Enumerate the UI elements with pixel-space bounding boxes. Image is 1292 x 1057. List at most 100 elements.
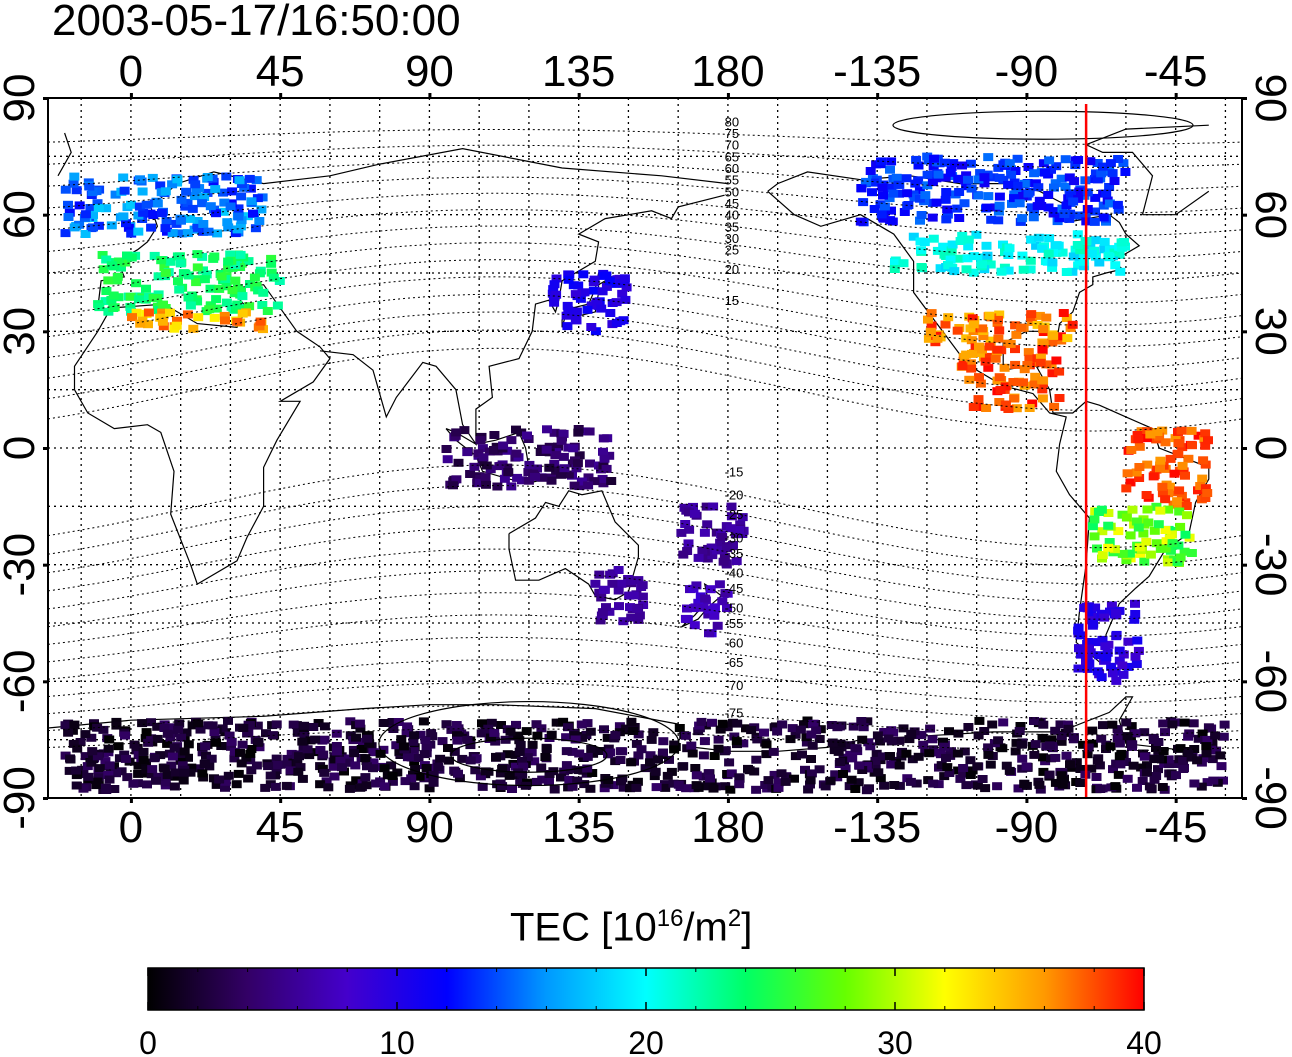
tec-cell (715, 725, 726, 734)
tec-cell (1089, 532, 1100, 541)
tec-cell (1011, 404, 1022, 413)
tec-cell (582, 752, 593, 761)
tec-cell (1041, 360, 1052, 369)
tec-cell (714, 580, 725, 589)
tec-cell (524, 460, 535, 469)
tec-cell (248, 209, 258, 218)
magnetic-latitude-label: 60 (725, 161, 739, 176)
tec-cell (1117, 549, 1128, 558)
tec-cell (578, 270, 589, 279)
colorbar-tick-label: 10 (379, 1025, 415, 1057)
tec-cell (93, 773, 104, 782)
tec-cell (1125, 531, 1136, 540)
tec-cell (983, 192, 994, 201)
tec-cell (92, 199, 103, 208)
tec-cell (571, 316, 582, 325)
tec-cell (563, 723, 573, 732)
tec-cell (1038, 753, 1048, 762)
tec-cell (943, 313, 954, 322)
tec-cell (1057, 780, 1068, 789)
tec-cell (1196, 782, 1207, 791)
tec-cell (271, 754, 282, 763)
tec-cell (400, 777, 411, 786)
frame-tick (1174, 93, 1178, 98)
tec-cell (1055, 332, 1066, 341)
tec-cell (601, 464, 612, 473)
tec-cell (530, 472, 540, 481)
tec-cell (1029, 380, 1040, 389)
tec-cell (87, 747, 98, 756)
tec-cell (1078, 257, 1089, 266)
tec-cell (915, 216, 925, 225)
tec-cell (820, 782, 831, 791)
tec-cell (966, 184, 977, 193)
tec-cell (965, 159, 976, 168)
tec-cell (245, 280, 255, 288)
tec-cell (1195, 482, 1206, 490)
tec-cell (930, 748, 941, 757)
tec-cell (1200, 460, 1211, 469)
tec-cell (716, 546, 727, 555)
tec-cell (1047, 338, 1058, 347)
tec-cell (1044, 156, 1055, 165)
frame-tick (1242, 330, 1247, 334)
tec-cell (514, 747, 525, 756)
tec-cell (1090, 193, 1101, 202)
tec-cell (351, 733, 361, 742)
tec-cell (111, 769, 121, 778)
lon-tick-label: -90 (995, 47, 1059, 96)
tec-cell (502, 463, 513, 472)
tec-cell (496, 721, 506, 729)
magnetic-contour (48, 259, 1242, 326)
tec-cell (1064, 214, 1075, 223)
tec-cell (994, 373, 1005, 382)
tec-cell (640, 764, 651, 773)
tec-cell (165, 723, 176, 732)
magnetic-latitude-label: -70 (725, 678, 744, 693)
tec-cell (1034, 780, 1045, 789)
tec-cell (141, 765, 152, 774)
tec-cell (220, 783, 230, 792)
tec-cell (71, 186, 82, 195)
tec-cell (104, 761, 115, 770)
tec-cell (1063, 724, 1074, 733)
tec-cell (691, 771, 702, 780)
tec-cell (1123, 662, 1134, 671)
lat-tick-label: -60 (1246, 650, 1292, 714)
tec-cell (606, 477, 617, 485)
tec-region-japan (547, 269, 632, 336)
tec-cell (760, 781, 771, 789)
colorbar-tick-label: 0 (139, 1025, 157, 1057)
tec-cell (773, 783, 784, 792)
tec-cell (187, 204, 198, 213)
tec-cell (529, 757, 540, 766)
tec-data-points (60, 152, 1230, 795)
tec-cell (1176, 491, 1187, 500)
tec-cell (63, 213, 74, 221)
tec-cell (983, 153, 994, 162)
tec-cell (541, 745, 552, 753)
tec-cell (691, 581, 702, 590)
frame-tick (1242, 680, 1247, 684)
tec-cell (122, 251, 132, 260)
tec-cell (499, 474, 510, 483)
tec-cell (1092, 638, 1103, 647)
tec-cell (886, 157, 897, 166)
tec-cell (961, 171, 972, 180)
tec-cell (567, 747, 578, 756)
tec-cell (1083, 743, 1094, 752)
tec-cell (1192, 756, 1203, 765)
tec-cell (337, 763, 347, 772)
tec-cell (1082, 205, 1093, 213)
tec-cell (1178, 467, 1189, 476)
tec-cell (415, 730, 426, 739)
tec-cell (1153, 520, 1164, 529)
tec-cell (116, 767, 127, 776)
lat-tick-label: -60 (0, 650, 44, 714)
tec-cell (209, 252, 220, 261)
tec-cell (146, 770, 157, 779)
tec-cell (133, 761, 144, 770)
tec-cell (1113, 770, 1124, 779)
tec-cell (274, 277, 285, 285)
tec-cell (293, 767, 304, 776)
